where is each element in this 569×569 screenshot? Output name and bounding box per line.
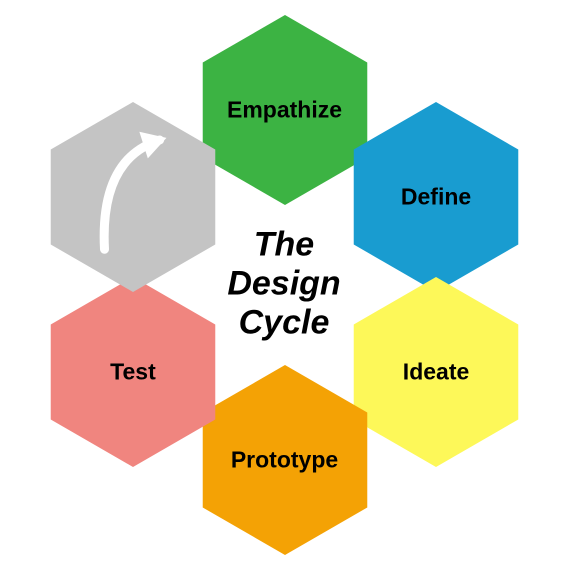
center-title: The Design Cycle [227, 225, 340, 342]
hex-label-empathize: Empathize [227, 96, 342, 123]
hex-label-define: Define [401, 184, 471, 211]
design-cycle-diagram: The Design Cycle Empathize Define Ideate Pr… [0, 0, 569, 569]
hex-test: Test [38, 277, 228, 467]
hex-define: Define [341, 102, 531, 292]
hex-label-ideate: Ideate [403, 359, 469, 386]
hex-label-test: Test [110, 359, 156, 386]
hex-arrow [38, 102, 228, 292]
center-title-line-3: Cycle [227, 304, 340, 343]
center-title-line-1: The [227, 225, 340, 264]
center-title-line-2: Design [227, 264, 340, 303]
hex-label-prototype: Prototype [231, 446, 338, 473]
